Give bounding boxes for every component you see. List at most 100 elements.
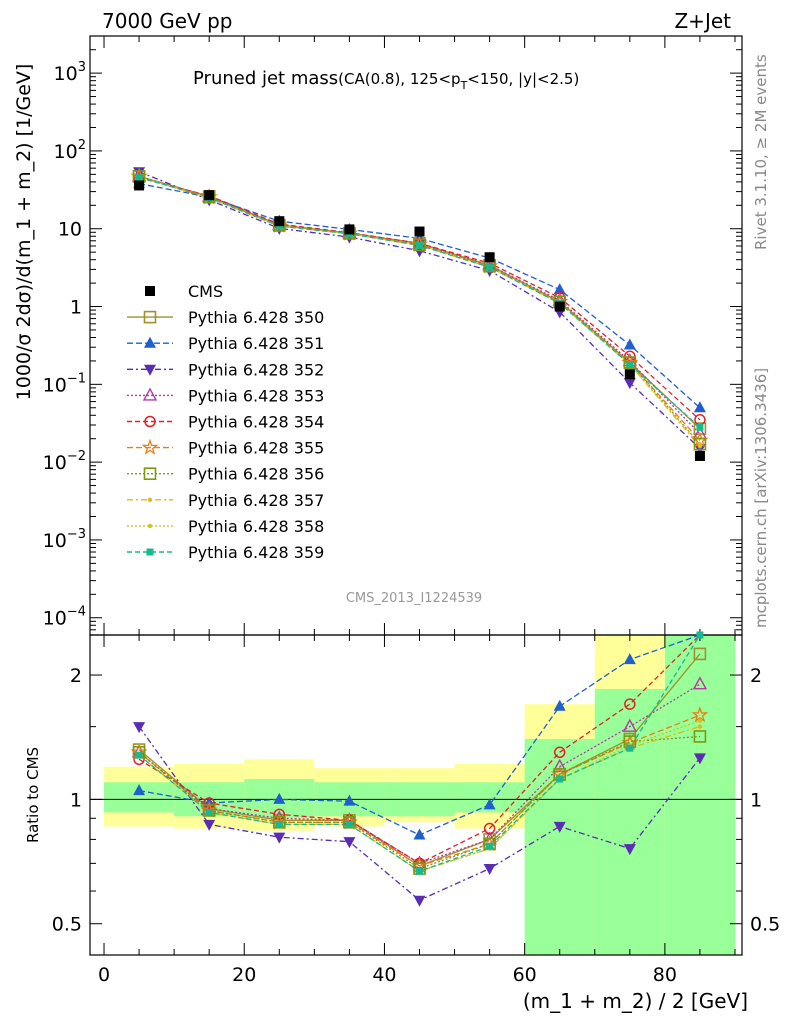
- ratio-series-marker: [693, 730, 707, 743]
- legend-label: Pythia 6.428 355: [188, 439, 324, 458]
- ratio-series-marker: [623, 653, 636, 665]
- legend-label: Pythia 6.428 359: [188, 543, 324, 562]
- x-tick-label: 0: [98, 964, 110, 986]
- legend-marker: [144, 336, 156, 348]
- legend-marker: [146, 548, 154, 556]
- plot-title-sub-b: <150, |y|<2.5): [467, 70, 579, 88]
- ratio-series-marker: [697, 718, 703, 723]
- ratio-series-marker: [693, 753, 706, 765]
- ratio-series-line: [138, 653, 701, 867]
- cms-data-point: [484, 252, 495, 263]
- ratio-y-tick-label-right: 0.5: [750, 914, 780, 936]
- ratio-series-marker: [343, 837, 356, 849]
- legend-label: Pythia 6.428 354: [188, 413, 324, 432]
- ratio-series-marker: [413, 895, 426, 907]
- ratio-series-marker: [413, 828, 426, 840]
- ratio-series-marker: [693, 647, 707, 661]
- main-y-tick-label: 10−2: [43, 449, 86, 474]
- main-series-line: [138, 177, 701, 421]
- legend-label: Pythia 6.428 352: [188, 360, 324, 379]
- ratio-series-marker: [483, 864, 496, 876]
- legend-label: Pythia 6.428 358: [188, 517, 324, 536]
- main-y-tick-label: 1: [70, 297, 82, 319]
- main-series-marker: [623, 338, 636, 350]
- main-y-tick-label: 10−3: [43, 527, 86, 552]
- ratio-y-tick-label-right: 1: [750, 789, 762, 811]
- ratio-y-tick-label: 0.5: [52, 914, 82, 936]
- x-tick-label: 80: [653, 964, 677, 986]
- ratio-series-marker: [273, 792, 286, 804]
- ratio-frame: [89, 634, 743, 956]
- main-series-marker: [623, 378, 636, 390]
- ratio-series-marker: [483, 822, 496, 835]
- main-series-marker: [696, 423, 704, 431]
- ratio-series-marker: [692, 676, 708, 690]
- ratio-series-marker: [203, 797, 215, 809]
- cms-data-point: [344, 224, 355, 235]
- main-series-marker: [623, 356, 637, 369]
- ratio-series-marker: [556, 775, 564, 783]
- ratio-series-marker: [203, 819, 216, 831]
- ratio-band-green: [594, 689, 665, 955]
- plot-title-pt-sub: T: [460, 79, 468, 92]
- ratio-uncertainty-bands: [104, 635, 735, 955]
- ratio-series-marker: [697, 724, 703, 729]
- legend-label: Pythia 6.428 353: [188, 386, 324, 405]
- ratio-series-marker: [691, 706, 709, 723]
- ratio-series-marker: [133, 784, 146, 796]
- ratio-series-marker: [343, 794, 356, 806]
- main-series-marker: [693, 401, 706, 413]
- ratio-series-marker: [135, 751, 143, 759]
- rivet-label: Rivet 3.1.10, ≥ 2M events: [752, 54, 770, 250]
- legend-label: CMS: [188, 282, 223, 301]
- main-series-line: [138, 175, 701, 445]
- main-series-line: [138, 171, 701, 449]
- legend-label: Pythia 6.428 356: [188, 465, 324, 484]
- cms-data-point: [274, 216, 285, 227]
- legend-label: Pythia 6.428 350: [188, 308, 324, 327]
- process-label: Z+Jet: [674, 9, 731, 33]
- plot-title-main: Pruned jet mass: [193, 68, 338, 89]
- ratio-series-marker: [552, 758, 567, 772]
- legend-marker: [147, 523, 153, 529]
- plot-title: Pruned jet mass(CA(0.8), 125<pT<150, |y|…: [193, 68, 579, 92]
- main-y-tick-label: 103: [54, 60, 86, 85]
- ratio-series-marker: [622, 718, 638, 732]
- ratio-y-axis-label: Ratio to CMS: [24, 747, 42, 843]
- ratio-series-marker: [273, 808, 286, 821]
- x-tick-label: 20: [232, 964, 256, 986]
- ratio-series-marker: [624, 698, 636, 710]
- ratio-y-tick-label-right: 2: [750, 665, 762, 687]
- main-series-marker: [486, 263, 494, 271]
- ratio-series-marker: [273, 832, 286, 844]
- ratio-series-marker: [486, 842, 494, 850]
- cms-data-point: [624, 369, 635, 380]
- legend-marker: [144, 364, 156, 376]
- x-axis-label: (m_1 + m_2) / 2 [GeV]: [523, 989, 748, 1013]
- legend-marker: [143, 467, 157, 481]
- legend-label: Pythia 6.428 351: [188, 334, 324, 353]
- ratio-series-marker: [202, 804, 216, 817]
- ratio-series-marker: [623, 844, 636, 856]
- legend-marker: [142, 387, 158, 401]
- ratio-series-marker: [553, 821, 566, 833]
- cms-data-point: [204, 190, 215, 201]
- energy-label: 7000 GeV pp: [102, 9, 233, 33]
- x-tick-label: 40: [372, 964, 396, 986]
- main-y-tick-label: 10−4: [43, 605, 86, 630]
- main-series-marker: [693, 437, 707, 451]
- legend-marker: [144, 415, 156, 428]
- x-tick-label: 60: [513, 964, 537, 986]
- main-y-tick-label: 102: [54, 138, 86, 163]
- ratio-series-marker: [553, 746, 566, 759]
- ratio-y-tick-label: 1: [70, 789, 82, 811]
- markers: [130, 167, 709, 907]
- ratio-series-marker: [345, 820, 353, 828]
- ratio-series-marker: [416, 867, 424, 875]
- legend-marker: [143, 310, 157, 324]
- ratio-series-marker: [553, 699, 566, 711]
- legend-marker: [147, 497, 153, 502]
- main-series-marker: [553, 283, 566, 295]
- analysis-id: CMS_2013_I1224539: [346, 591, 482, 606]
